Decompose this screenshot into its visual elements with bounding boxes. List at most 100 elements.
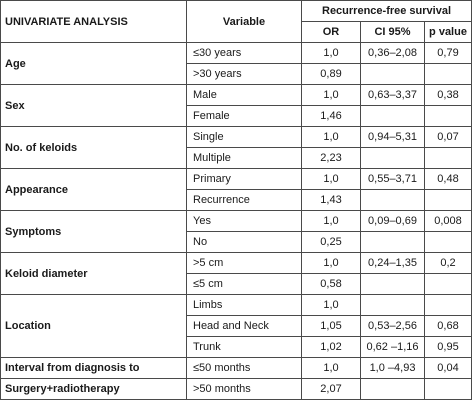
table-row: Multiple 2,23 — [1, 147, 472, 169]
p-value-cell — [423, 147, 472, 169]
factor-cell: Sex — [0, 84, 187, 127]
p-value-cell: 0,95 — [423, 336, 472, 358]
p-value-cell: 0,79 — [423, 42, 472, 64]
table-row: >30 years 0,89 — [1, 63, 472, 85]
or-cell: 1,02 — [301, 336, 361, 358]
or-cell: 0,25 — [301, 231, 361, 253]
factor-cell: No. of keloids — [0, 126, 187, 169]
p-value-cell: 0,008 — [423, 210, 472, 232]
p-value-cell: 0,04 — [423, 357, 472, 379]
p-value-cell: 0,07 — [423, 126, 472, 148]
variable-cell: Female — [186, 105, 302, 127]
table-title: UNIVARIATE ANALYSIS — [0, 0, 187, 43]
or-cell: 1,46 — [301, 105, 361, 127]
table-row: Location Limbs 1,0 — [0, 294, 472, 358]
variable-cell: ≤5 cm — [186, 273, 302, 295]
ci-cell — [360, 273, 425, 295]
table-row: Appearance Primary 1,0 0,55–3,71 0,48 — [0, 168, 472, 211]
variable-cell: ≤30 years — [186, 42, 302, 64]
variable-cell: ≤50 months — [186, 357, 302, 379]
variable-cell: Primary — [186, 168, 302, 190]
p-value-cell — [423, 294, 472, 316]
or-cell: 2,23 — [301, 147, 361, 169]
ci-header: CI 95% — [360, 21, 425, 43]
p-value-cell: 0,48 — [423, 168, 472, 190]
ci-cell: 0,24–1,35 — [360, 252, 425, 274]
or-header: OR — [301, 21, 361, 43]
p-value-cell: 0,38 — [423, 84, 472, 106]
variable-cell: Recurrence — [186, 189, 302, 211]
outcome-header: Recurrence-free survival — [300, 0, 472, 22]
p-value-cell — [423, 378, 472, 400]
ci-cell: 0,53–2,56 — [360, 315, 425, 337]
or-cell: 1,0 — [301, 126, 361, 148]
ci-cell: 1,0 –4,93 — [360, 357, 425, 379]
ci-cell — [360, 294, 425, 316]
ci-cell — [360, 105, 425, 127]
or-cell: 2,07 — [301, 378, 361, 400]
or-cell: 1,0 — [301, 252, 361, 274]
table-row: Trunk 1,02 0,62 –1,16 0,95 — [1, 336, 472, 358]
p-value-cell — [423, 231, 472, 253]
table-row: Keloid diameter >5 cm 1,0 0,24–1,35 0,2 — [0, 252, 472, 295]
table-row: Surgery+radiotherapy >50 months 2,07 — [0, 378, 472, 400]
variable-cell: Male — [186, 84, 302, 106]
ci-cell — [360, 189, 425, 211]
or-cell: 1,43 — [301, 189, 361, 211]
or-cell: 0,89 — [301, 63, 361, 85]
factor-cell: Age — [0, 42, 187, 85]
or-cell: 1,05 — [301, 315, 361, 337]
table-row: Head and Neck 1,05 0,53–2,56 0,68 — [1, 315, 472, 337]
variable-cell: >30 years — [186, 63, 302, 85]
p-value-cell — [423, 63, 472, 85]
or-cell: 1,0 — [301, 42, 361, 64]
table-row: Age ≤30 years 1,0 0,36–2,08 0,79 — [0, 42, 472, 85]
or-cell: 0,58 — [301, 273, 361, 295]
table-body: Age ≤30 years 1,0 0,36–2,08 0,79 >30 years 0,8… — [0, 42, 472, 400]
ci-cell — [360, 231, 425, 253]
factor-cell: Surgery+radiotherapy — [0, 378, 187, 400]
table-row: Interval from diagnosis to ≤50 months 1,0 1… — [0, 357, 472, 379]
variable-cell: Head and Neck — [186, 315, 302, 337]
p-value-cell: 0,2 — [423, 252, 472, 274]
table-row: No. of keloids Single 1,0 0,94–5,31 0,07 — [0, 126, 472, 169]
factor-cell: Interval from diagnosis to — [0, 357, 187, 379]
ci-cell — [360, 378, 425, 400]
variable-cell: Yes — [186, 210, 302, 232]
variable-cell: >50 months — [186, 378, 302, 400]
ci-cell: 0,55–3,71 — [360, 168, 425, 190]
p-value-cell — [423, 273, 472, 295]
variable-header: Variable — [186, 0, 302, 43]
variable-cell: No — [186, 231, 302, 253]
variable-cell: Single — [186, 126, 302, 148]
or-cell: 1,0 — [301, 84, 361, 106]
variable-cell: Multiple — [186, 147, 302, 169]
or-cell: 1,0 — [301, 168, 361, 190]
ci-cell: 0,09–0,69 — [360, 210, 425, 232]
factor-cell: Appearance — [0, 168, 187, 211]
ci-cell — [360, 147, 425, 169]
variable-cell: >5 cm — [186, 252, 302, 274]
ci-cell — [360, 63, 425, 85]
ci-cell: 0,63–3,37 — [360, 84, 425, 106]
or-cell: 1,0 — [301, 357, 361, 379]
p-value-header: p value — [423, 21, 472, 43]
header-row: UNIVARIATE ANALYSIS Variable Recurrence-… — [0, 0, 472, 43]
or-cell: 1,0 — [301, 210, 361, 232]
p-value-cell: 0,68 — [423, 315, 472, 337]
variable-cell: Trunk — [186, 336, 302, 358]
table-row: Sex Male 1,0 0,63–3,37 0,38 — [0, 84, 472, 127]
table-row: Symptoms Yes 1,0 0,09–0,69 0,008 — [0, 210, 472, 253]
table-row: No 0,25 — [1, 231, 472, 253]
p-value-cell — [423, 105, 472, 127]
ci-cell: 0,36–2,08 — [360, 42, 425, 64]
ci-cell: 0,62 –1,16 — [360, 336, 425, 358]
factor-cell: Keloid diameter — [0, 252, 187, 295]
ci-cell: 0,94–5,31 — [360, 126, 425, 148]
variable-cell: Limbs — [186, 294, 302, 316]
factor-cell: Location — [0, 294, 187, 358]
or-cell: 1,0 — [301, 294, 361, 316]
factor-cell: Symptoms — [0, 210, 187, 253]
table-row: ≤5 cm 0,58 — [1, 273, 472, 295]
